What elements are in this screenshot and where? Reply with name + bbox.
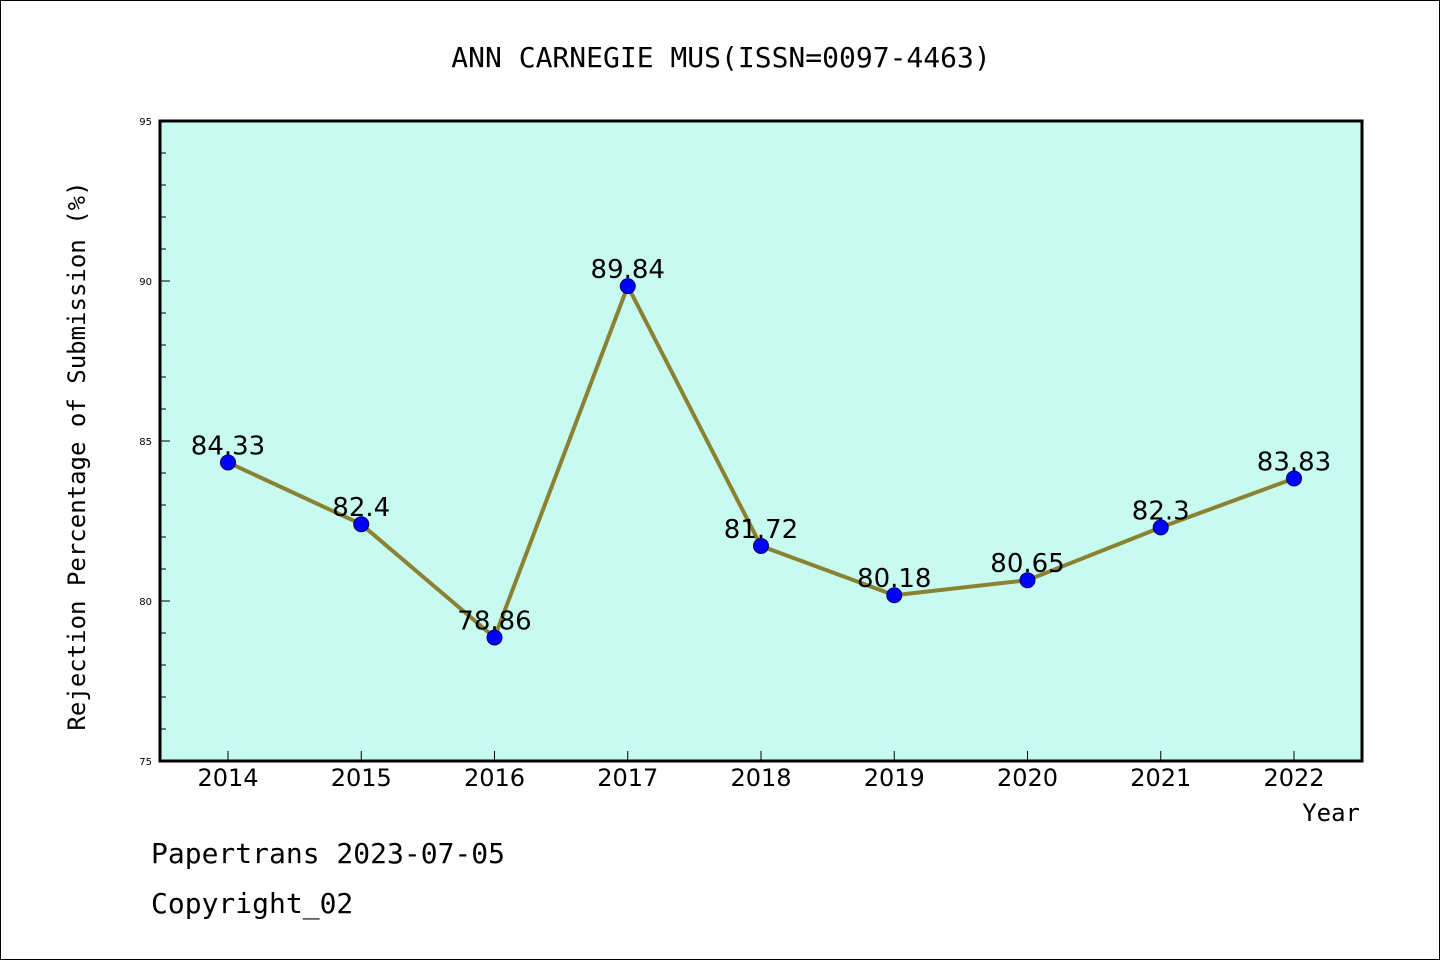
y-axis-label: Rejection Percentage of Submission (%) [63,181,91,730]
x-tick-label: 2022 [1263,764,1324,792]
x-axis-ticks: 2014 2015 2016 2017 2018 2019 2020 2021 2022 [197,751,1325,792]
x-tick-label: 2018 [730,764,791,792]
data-label: 84.33 [191,431,265,461]
data-point [886,587,903,604]
chart-title: ANN CARNEGIE MUS(ISSN=0097-4463) [451,41,990,74]
data-point [486,629,503,646]
y-axis-ticks: 75 80 85 90 95 [139,117,170,768]
x-tick-label: 2014 [197,764,258,792]
data-point [753,537,769,554]
y-tick-label: 95 [139,117,152,128]
x-tick-label: 2016 [464,764,525,792]
y-tick-label: 80 [139,597,152,608]
data-label: 80.18 [857,564,931,594]
data-point [1152,519,1169,536]
x-tick-label: 2020 [997,764,1058,792]
footer-source-date: Papertrans 2023-07-05 [151,837,506,870]
data-label: 81.72 [724,515,798,545]
footer-copyright: Copyright_02 [151,887,354,920]
data-point [1286,470,1302,487]
x-tick-label: 2021 [1130,764,1191,792]
y-tick-label: 75 [139,757,152,768]
data-label: 82.3 [1132,496,1190,526]
data-point [619,278,636,295]
x-tick-label: 2015 [331,764,392,792]
x-tick-label: 2017 [597,764,658,792]
data-label: 89.84 [591,255,665,285]
data-point [1019,572,1036,589]
data-label: 78.86 [457,606,531,636]
x-axis-label: Year [1302,799,1360,827]
plot-area [158,119,1364,763]
data-label: 80.65 [990,549,1064,579]
data-label: 83.83 [1257,447,1331,477]
series-layer: 84.33 82.4 78.86 89.84 81.72 80.18 80.65 82.3 83… [191,255,1331,646]
data-point [220,454,236,471]
y-tick-label: 90 [139,277,152,288]
y-tick-label: 85 [139,437,152,448]
x-tick-label: 2019 [864,764,925,792]
data-label: 82.4 [332,493,390,523]
data-point [353,516,370,533]
